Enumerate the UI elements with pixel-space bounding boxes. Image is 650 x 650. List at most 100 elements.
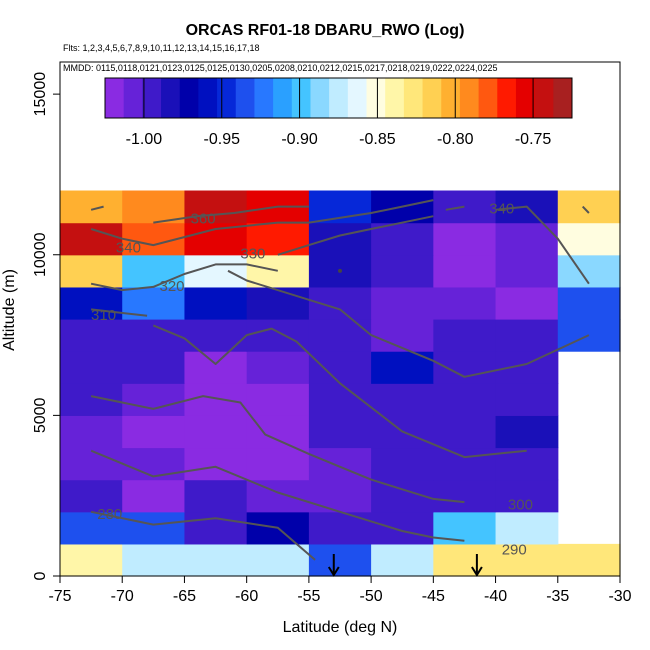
heat-cell bbox=[433, 351, 497, 384]
colorbar-swatch bbox=[329, 78, 349, 118]
heat-cell bbox=[371, 383, 434, 416]
colorbar-swatch bbox=[142, 78, 162, 118]
heat-cell bbox=[433, 415, 497, 449]
colorbar-swatch bbox=[273, 78, 293, 118]
heat-cell bbox=[60, 222, 123, 256]
heat-cell bbox=[371, 254, 434, 288]
y-tick-label: 5000 bbox=[32, 397, 49, 433]
x-tick-label: -70 bbox=[111, 588, 134, 605]
heat-cell bbox=[371, 222, 434, 256]
heat-cell bbox=[433, 319, 497, 352]
heat-cell bbox=[184, 190, 248, 224]
colorbar-swatch bbox=[123, 78, 143, 118]
contour-label: 310 bbox=[91, 307, 116, 324]
flights-label: Flts: 1,2,3,4,5,6,7,8,9,10,11,12,13,14,1… bbox=[63, 43, 259, 53]
x-tick-label: -75 bbox=[48, 588, 71, 605]
colorbar-swatch bbox=[217, 78, 237, 118]
heat-cell bbox=[495, 222, 559, 256]
colorbar-swatch bbox=[366, 78, 386, 118]
heat-cell bbox=[433, 254, 497, 288]
heat-cell bbox=[371, 351, 434, 384]
heat-cell bbox=[495, 319, 559, 352]
heat-cell bbox=[60, 351, 123, 384]
heat-cell bbox=[308, 351, 372, 384]
colorbar-swatch bbox=[553, 78, 573, 118]
x-tick-label: -40 bbox=[484, 588, 507, 605]
heat-cell bbox=[60, 543, 123, 577]
contour-label: 340 bbox=[116, 239, 141, 256]
colorbar-swatch bbox=[347, 78, 368, 118]
contour-line bbox=[277, 215, 434, 256]
heat-cell bbox=[557, 190, 621, 224]
contour-line bbox=[90, 510, 316, 561]
heat-cell bbox=[184, 479, 248, 513]
contour-line bbox=[90, 395, 465, 504]
heat-cell bbox=[122, 511, 186, 545]
colorbar-swatch bbox=[161, 78, 181, 118]
heat-cell bbox=[433, 286, 497, 320]
y-tick-label: 0 bbox=[32, 571, 49, 580]
heat-cell bbox=[495, 479, 559, 513]
heat-cell bbox=[308, 479, 372, 513]
x-tick-label: -50 bbox=[360, 588, 383, 605]
y-tick-label: 15000 bbox=[32, 72, 49, 117]
colorbar-ticks: -1.00 -0.95 -0.90 -0.85 -0.80 -0.75 bbox=[126, 78, 551, 148]
x-tick-label: -65 bbox=[173, 588, 196, 605]
heat-cell bbox=[60, 415, 123, 449]
heat-cell bbox=[433, 222, 497, 256]
heat-cell bbox=[184, 383, 248, 416]
colorbar-swatch bbox=[515, 78, 536, 118]
heat-cell bbox=[246, 319, 310, 352]
heat-cell bbox=[246, 447, 310, 481]
contour-labels: 360 340 330 320 310 340 300 290 280 bbox=[91, 201, 533, 559]
contour-line bbox=[227, 269, 590, 378]
contour-line bbox=[90, 308, 148, 317]
contour-line bbox=[90, 263, 279, 292]
heat-cell bbox=[308, 543, 372, 577]
heat-cell bbox=[122, 383, 186, 416]
colorbar-swatch bbox=[385, 78, 405, 118]
dates-label: MMDD: 0115,0118,0121,0123,0125,0125,0130… bbox=[63, 63, 498, 73]
heat-cell bbox=[433, 447, 497, 481]
heat-cell bbox=[122, 351, 186, 384]
contour-label: 320 bbox=[159, 278, 184, 295]
heat-cell bbox=[246, 415, 310, 449]
contour-line bbox=[90, 449, 465, 542]
colorbar-frame bbox=[104, 77, 573, 119]
x-tick-label: -30 bbox=[608, 588, 631, 605]
heat-cell bbox=[308, 222, 372, 256]
colorbar-swatch bbox=[198, 78, 218, 118]
heat-cell bbox=[246, 254, 310, 288]
heat-cell bbox=[308, 415, 372, 449]
contour-line bbox=[153, 205, 309, 224]
colorbar-tick-label: -0.85 bbox=[359, 131, 396, 148]
heat-cell bbox=[122, 254, 186, 288]
contour-line bbox=[445, 205, 465, 211]
heat-cell bbox=[246, 543, 310, 577]
heat-cell bbox=[557, 222, 621, 256]
colorbar-swatch bbox=[310, 78, 330, 118]
heat-cell bbox=[495, 511, 559, 545]
heat-cell bbox=[371, 319, 434, 352]
heat-cell bbox=[495, 543, 559, 577]
heat-cell bbox=[60, 479, 123, 513]
contour-line bbox=[581, 205, 590, 214]
y-axis: 0 5000 10000 15000 bbox=[32, 62, 61, 580]
colorbar-swatch bbox=[105, 78, 125, 118]
heat-cell bbox=[371, 286, 434, 320]
heat-cell bbox=[60, 254, 123, 288]
markers bbox=[327, 268, 483, 577]
heat-cell bbox=[433, 543, 497, 577]
heat-cell bbox=[60, 319, 123, 352]
heat-cell bbox=[371, 511, 434, 545]
x-tick-label: -45 bbox=[422, 588, 445, 605]
heat-cell bbox=[184, 511, 248, 545]
colorbar-swatch bbox=[403, 78, 424, 118]
contour-line bbox=[90, 205, 104, 211]
heat-cell bbox=[371, 543, 434, 577]
x-tick-label: -35 bbox=[546, 588, 569, 605]
colorbar-swatch bbox=[534, 78, 554, 118]
heat-cell bbox=[308, 511, 372, 545]
colorbar-tick-label: -0.80 bbox=[437, 131, 474, 148]
